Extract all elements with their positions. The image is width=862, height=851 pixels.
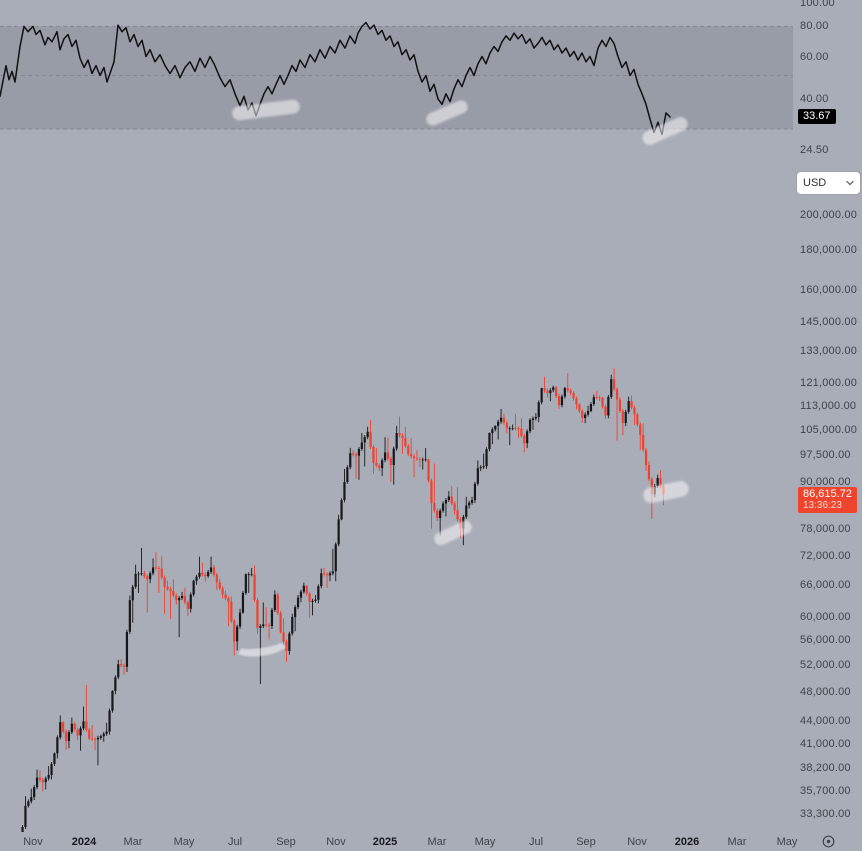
time-label: May [173, 836, 195, 848]
rsi-tick-label: 60.00 [800, 50, 829, 63]
price-tick-label: 52,000.00 [800, 658, 851, 671]
time-label: Jul [528, 836, 544, 848]
time-scale[interactable]: Nov 2024 Mar May Jul Sep Nov 2025 Mar May Jul Sep No… [0, 831, 798, 851]
price-tick-label: 66,000.00 [800, 579, 851, 592]
rsi-tick-label: 24.50 [800, 144, 829, 157]
last-price: 86,615.72 [803, 488, 852, 500]
price-tick-label: 105,000.00 [800, 424, 858, 437]
price-tick-label: 72,000.00 [800, 550, 851, 563]
price-tick-label: 35,700.00 [800, 784, 851, 797]
price-tick-label: 133,000.00 [800, 345, 858, 358]
time-label: Nov [23, 836, 43, 848]
price-tick-label: 90,000.00 [800, 475, 851, 488]
rsi-last-value: 33.67 [803, 110, 831, 122]
time-label: Mar [727, 836, 747, 848]
rsi-tick-label: 80.00 [800, 20, 829, 33]
price-tick-label: 180,000.00 [800, 244, 858, 257]
time-label: Jul [227, 836, 243, 848]
time-label: Nov [627, 836, 647, 848]
rsi-band [0, 26, 793, 130]
bar-countdown: 13:36:23 [803, 500, 842, 511]
price-tick-label: 145,000.00 [800, 316, 858, 329]
price-tick-label: 160,000.00 [800, 283, 858, 296]
price-tick-label: 60,000.00 [800, 611, 851, 624]
price-tick-label: 33,300.00 [800, 807, 851, 820]
time-label: May [474, 836, 496, 848]
price-tick-label: 97,500.00 [800, 448, 851, 461]
price-tick-label: 38,200.00 [800, 761, 851, 774]
rsi-line [0, 21, 671, 136]
rsi-tick-label: 100.00 [800, 0, 835, 9]
rsi-pane [0, 21, 793, 136]
price-tick-label: 200,000.00 [800, 209, 858, 221]
rsi-value-badge: 33.67 [798, 109, 836, 124]
chart-canvas[interactable] [0, 0, 795, 833]
price-tick-label: 41,000.00 [800, 738, 851, 751]
time-label: Sep [276, 836, 296, 848]
time-label: May [776, 836, 798, 848]
gear-icon [822, 835, 835, 848]
time-label: 2024 [71, 836, 97, 848]
currency-dropdown[interactable]: USD [797, 172, 860, 194]
time-label: 2026 [674, 836, 700, 848]
settings-icon[interactable] [821, 834, 836, 849]
rsi-scale[interactable]: 100.00 80.00 60.00 40.00 24.50 [800, 0, 862, 851]
price-tick-label: 56,000.00 [800, 634, 851, 647]
time-label: Mar [427, 836, 447, 848]
price-tick-label: 44,000.00 [800, 714, 851, 727]
time-label: Nov [326, 836, 346, 848]
chevron-down-icon [846, 180, 854, 186]
price-tick-label: 113,000.00 [800, 399, 857, 412]
price-tick-label: 121,000.00 [800, 376, 858, 389]
time-label: 2025 [372, 836, 398, 848]
price-tick-label: 78,000.00 [800, 523, 851, 536]
time-label: Mar [123, 836, 143, 848]
rsi-tick-label: 40.00 [800, 92, 829, 105]
last-price-badge: 86,615.72 13:36:23 [798, 487, 857, 513]
time-label: Sep [576, 836, 596, 848]
price-tick-label: 48,000.00 [800, 685, 851, 698]
price-scale[interactable]: 200,000.00 180,000.00 160,000.00 145,000.00… [800, 0, 862, 851]
currency-value: USD [803, 177, 827, 189]
candlestick-series [21, 368, 665, 832]
